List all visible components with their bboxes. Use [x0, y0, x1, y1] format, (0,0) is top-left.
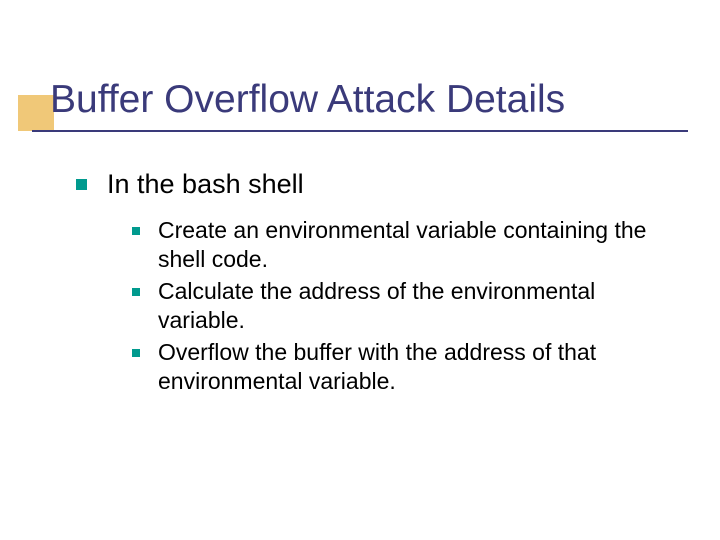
- content-area: In the bash shell Create an environmenta…: [76, 168, 676, 398]
- level1-text: In the bash shell: [107, 168, 304, 202]
- slide-title: Buffer Overflow Attack Details: [50, 78, 690, 128]
- title-wrap: Buffer Overflow Attack Details: [50, 78, 690, 128]
- title-underline: [32, 130, 688, 132]
- bullet-level1: In the bash shell: [76, 168, 676, 202]
- level2-text: Calculate the address of the environment…: [158, 277, 676, 336]
- square-bullet-icon: [132, 288, 140, 296]
- square-bullet-icon: [76, 179, 87, 190]
- level2-text: Overflow the buffer with the address of …: [158, 338, 676, 397]
- bullet-level2: Overflow the buffer with the address of …: [132, 338, 676, 397]
- square-bullet-icon: [132, 349, 140, 357]
- bullet-level2: Create an environmental variable contain…: [132, 216, 676, 275]
- sublist: Create an environmental variable contain…: [132, 216, 676, 397]
- bullet-level2: Calculate the address of the environment…: [132, 277, 676, 336]
- square-bullet-icon: [132, 227, 140, 235]
- level2-text: Create an environmental variable contain…: [158, 216, 676, 275]
- accent-block: [18, 95, 54, 131]
